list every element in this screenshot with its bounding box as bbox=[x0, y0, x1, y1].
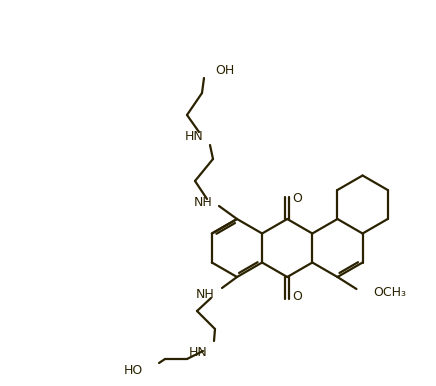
Text: NH: NH bbox=[195, 288, 214, 301]
Text: O: O bbox=[292, 291, 302, 303]
Text: HN: HN bbox=[184, 130, 203, 144]
Text: HN: HN bbox=[188, 345, 207, 359]
Text: O: O bbox=[292, 193, 302, 205]
Text: OCH₃: OCH₃ bbox=[374, 286, 406, 300]
Text: OH: OH bbox=[215, 64, 234, 78]
Text: NH: NH bbox=[193, 196, 212, 210]
Text: HO: HO bbox=[124, 364, 143, 378]
